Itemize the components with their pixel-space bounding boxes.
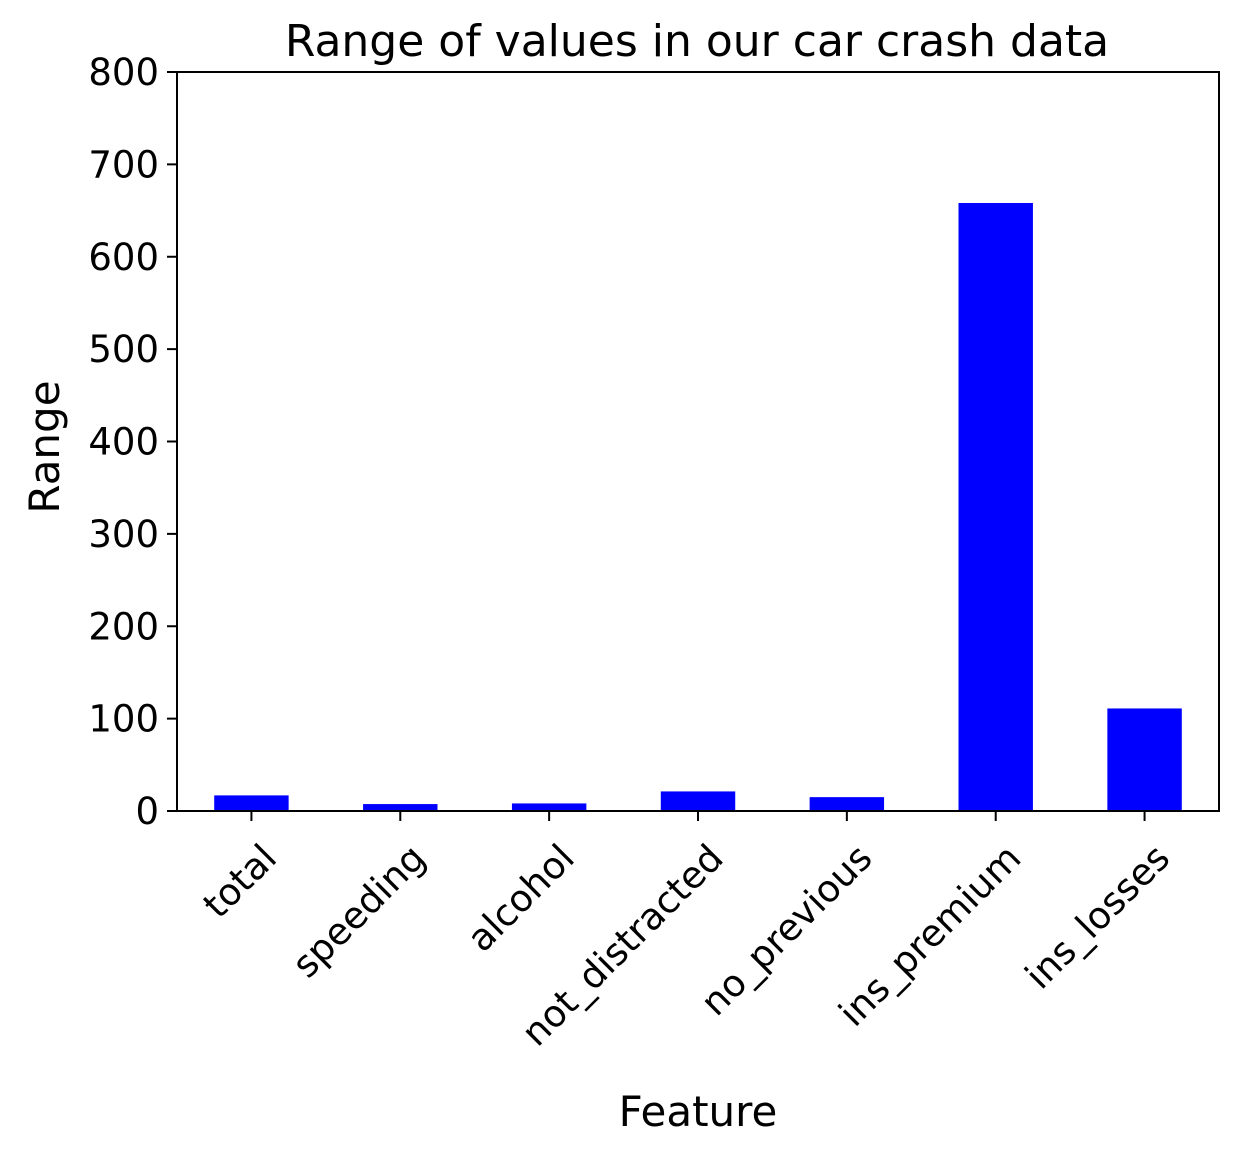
bar-alcohol bbox=[511, 803, 587, 811]
chart-title: Range of values in our car crash data bbox=[285, 16, 1109, 67]
plot-area-frame bbox=[176, 71, 1220, 812]
y-tick-label: 500 bbox=[88, 328, 159, 371]
x-tick-label-ins_losses: ins_losses bbox=[1017, 836, 1178, 997]
y-tick-label: 600 bbox=[88, 236, 159, 279]
bar-ins_losses bbox=[1107, 708, 1182, 811]
y-tick-label: 400 bbox=[88, 421, 159, 464]
y-tick-label: 100 bbox=[88, 698, 159, 741]
y-tick-label: 800 bbox=[88, 51, 159, 94]
y-axis-ticks: 0 100 200 300 400 500 600 700 800 bbox=[88, 51, 177, 833]
bar-total bbox=[214, 795, 289, 811]
x-axis-label: Feature bbox=[619, 1087, 778, 1136]
bar-no_previous bbox=[809, 797, 885, 811]
y-axis-label: Range bbox=[20, 380, 69, 513]
y-tick-label: 0 bbox=[135, 790, 159, 833]
bar-speeding bbox=[363, 804, 438, 811]
bars-group bbox=[214, 202, 1182, 812]
y-tick-label: 300 bbox=[88, 513, 159, 556]
x-tick-label-alcohol: alcohol bbox=[459, 836, 583, 960]
x-tick-label-total: total bbox=[195, 836, 285, 926]
bar-ins_premium bbox=[958, 202, 1033, 812]
y-tick-label: 200 bbox=[88, 605, 159, 648]
x-tick-label-speeding: speeding bbox=[284, 836, 434, 986]
bar-not_distracted bbox=[660, 791, 736, 811]
y-tick-label: 700 bbox=[88, 143, 159, 186]
